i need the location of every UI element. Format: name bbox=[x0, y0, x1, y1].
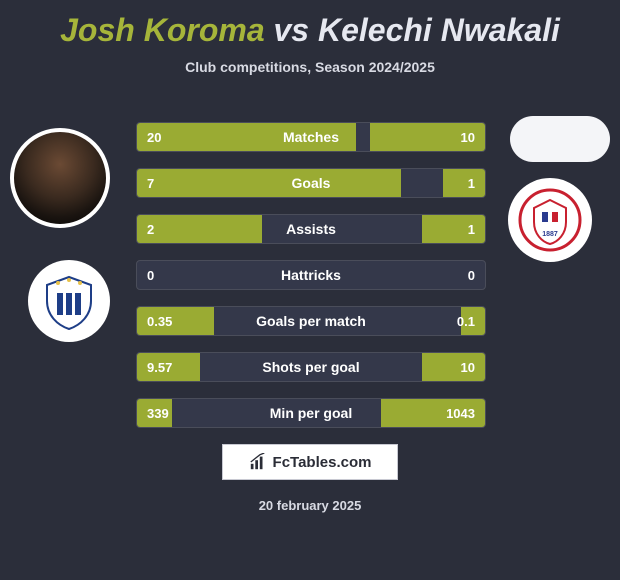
stat-label: Assists bbox=[137, 215, 485, 243]
stat-label: Min per goal bbox=[137, 399, 485, 427]
player1-club-crest bbox=[28, 260, 110, 342]
fctables-logo: FcTables.com bbox=[222, 444, 398, 480]
player1-avatar bbox=[10, 128, 110, 228]
stat-value-right: 10 bbox=[461, 123, 475, 151]
stat-value-right: 10 bbox=[461, 353, 475, 381]
stat-value-right: 1 bbox=[468, 215, 475, 243]
stat-value-right: 0.1 bbox=[457, 307, 475, 335]
chart-icon bbox=[249, 453, 267, 471]
barnsley-crest-icon: 1887 bbox=[518, 188, 582, 252]
player2-club-crest: 1887 bbox=[508, 178, 592, 262]
stat-row: 0.35 Goals per match 0.1 bbox=[136, 306, 486, 336]
stat-label: Hattricks bbox=[137, 261, 485, 289]
stat-label: Goals per match bbox=[137, 307, 485, 335]
stat-value-right: 1043 bbox=[446, 399, 475, 427]
stat-value-right: 1 bbox=[468, 169, 475, 197]
comparison-title: Josh Koroma vs Kelechi Nwakali bbox=[0, 0, 620, 49]
player1-name: Josh Koroma bbox=[60, 12, 264, 48]
huddersfield-crest-icon bbox=[39, 271, 99, 331]
stat-label: Shots per goal bbox=[137, 353, 485, 381]
stats-container: 20 Matches 10 7 Goals 1 2 Assists 1 0 Ha… bbox=[136, 122, 486, 444]
stat-row: 9.57 Shots per goal 10 bbox=[136, 352, 486, 382]
stat-row: 2 Assists 1 bbox=[136, 214, 486, 244]
logo-text: FcTables.com bbox=[273, 454, 372, 471]
stat-row: 7 Goals 1 bbox=[136, 168, 486, 198]
svg-text:1887: 1887 bbox=[542, 231, 558, 238]
stat-row: 20 Matches 10 bbox=[136, 122, 486, 152]
subtitle: Club competitions, Season 2024/2025 bbox=[0, 59, 620, 75]
stat-row: 339 Min per goal 1043 bbox=[136, 398, 486, 428]
date-label: 20 february 2025 bbox=[0, 498, 620, 513]
stat-label: Goals bbox=[137, 169, 485, 197]
vs-label: vs bbox=[274, 12, 310, 48]
player2-avatar bbox=[510, 116, 610, 162]
stat-value-right: 0 bbox=[468, 261, 475, 289]
player2-name: Kelechi Nwakali bbox=[318, 12, 560, 48]
stat-label: Matches bbox=[137, 123, 485, 151]
stat-row: 0 Hattricks 0 bbox=[136, 260, 486, 290]
